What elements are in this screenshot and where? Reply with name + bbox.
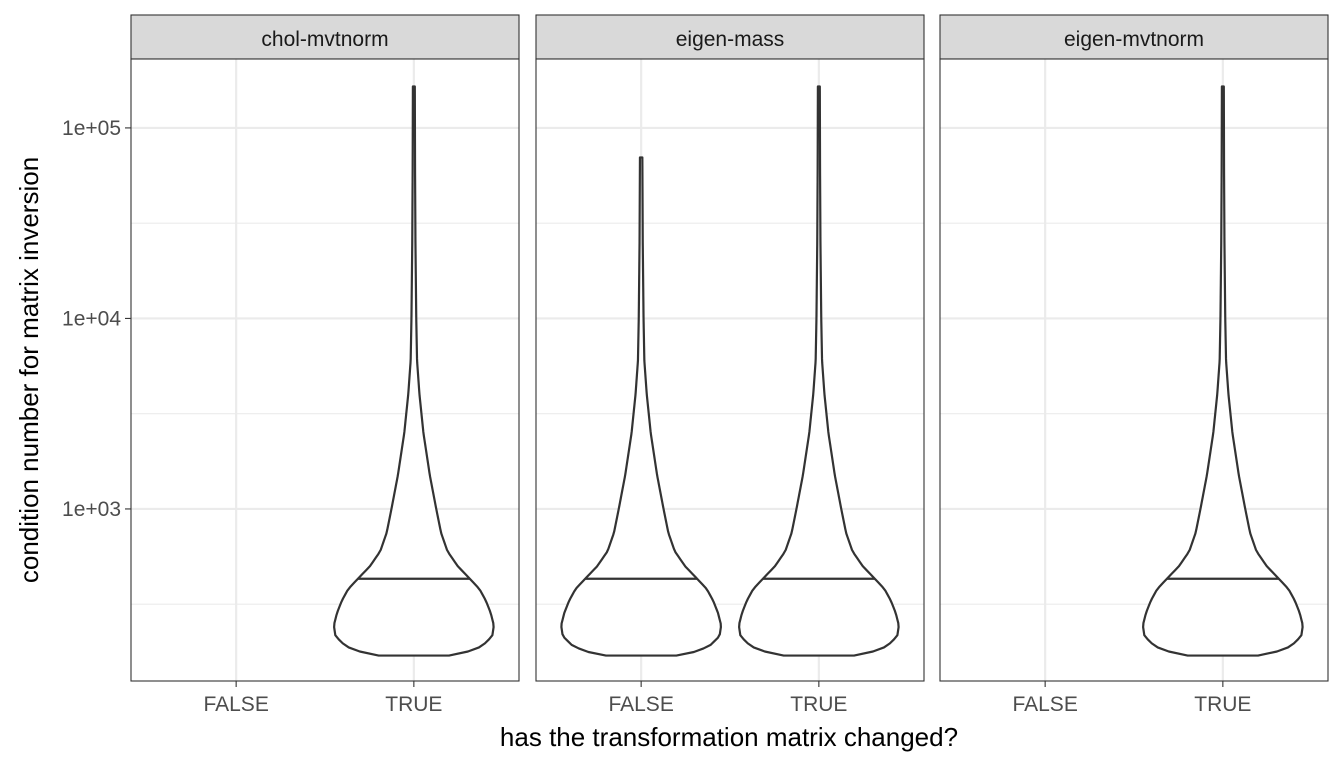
facet-strip-label: chol-mvtnorm [261,28,388,51]
y-tick-label: 1e+05 [62,117,121,140]
facet-panel-eigen-mvtnorm: eigen-mvtnorm FALSE TRUE [939,14,1329,716]
panel-border [535,58,925,682]
facet-strip-label: eigen-mvtnorm [1064,28,1204,51]
facet-panel-eigen-mass: eigen-mass FALSE TRUE [535,14,925,716]
facet-panel-chol-mvtnorm: chol-mvtnorm FALSE TRUE [130,14,520,716]
panel-border [939,58,1329,682]
y-axis: 1e+03 1e+04 1e+05 [62,117,131,521]
facet-strip [939,14,1329,60]
violin-eigen-mass-TRUE [738,85,900,657]
x-axis-title: has the transformation matrix changed? [500,722,958,752]
y-axis-title: condition number for matrix inversion [14,157,44,583]
x-tick-label: FALSE [1012,693,1077,716]
violin-eigen-mass-FALSE [560,156,722,657]
facet-strip [130,14,520,60]
violin-chol-mvtnorm-TRUE [333,85,495,657]
violin-eigen-mvtnorm-TRUE [1142,85,1304,657]
x-tick-label: FALSE [203,693,268,716]
y-tick-label: 1e+04 [62,307,121,330]
facet-strip-label: eigen-mass [676,28,785,51]
panel-border [130,58,520,682]
x-tick-label: TRUE [385,693,442,716]
y-tick-label: 1e+03 [62,498,121,521]
x-tick-label: TRUE [1194,693,1251,716]
facet-strip [535,14,925,60]
x-tick-label: FALSE [608,693,673,716]
x-tick-label: TRUE [790,693,847,716]
